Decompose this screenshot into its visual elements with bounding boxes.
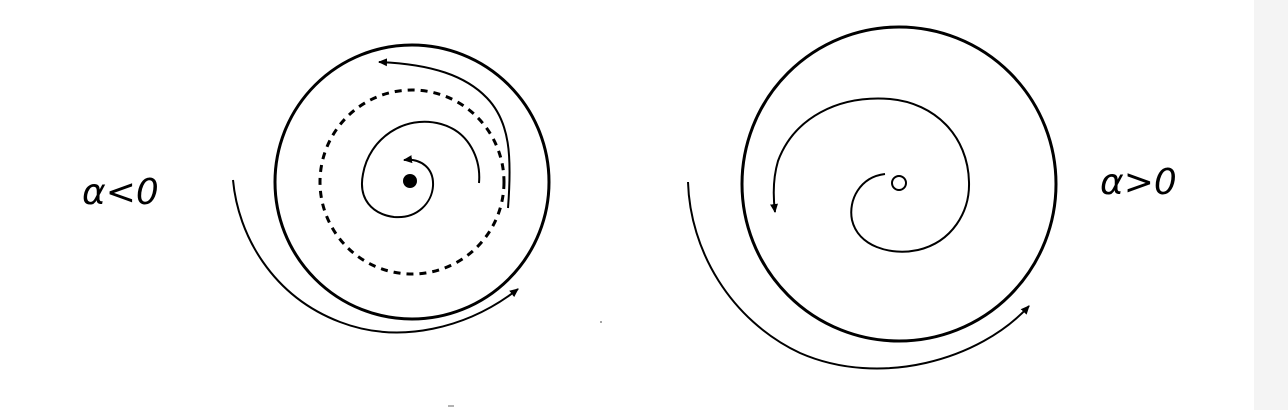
left-stable-focus: [403, 174, 417, 188]
left-limit-cycle: [273, 43, 551, 321]
left-external-trajectory: [232, 179, 519, 334]
left-phase-portrait: α<0: [82, 43, 551, 334]
right-inner-spiral: [770, 97, 971, 253]
right-unstable-focus: [891, 175, 907, 191]
right-phase-portrait: α>0: [687, 25, 1177, 370]
left-inner-spiral: [361, 120, 481, 219]
right-limit-cycle: [740, 25, 1058, 343]
left-dashed-cycle: [318, 88, 506, 276]
right-alpha-label: α>0: [1100, 162, 1177, 203]
page-margin-strip: [1254, 0, 1288, 410]
right-external-trajectory: [687, 181, 1030, 370]
scan-speck: [600, 321, 602, 323]
left-alpha-label: α<0: [82, 172, 159, 213]
left-outer-trajectory: [378, 58, 511, 209]
